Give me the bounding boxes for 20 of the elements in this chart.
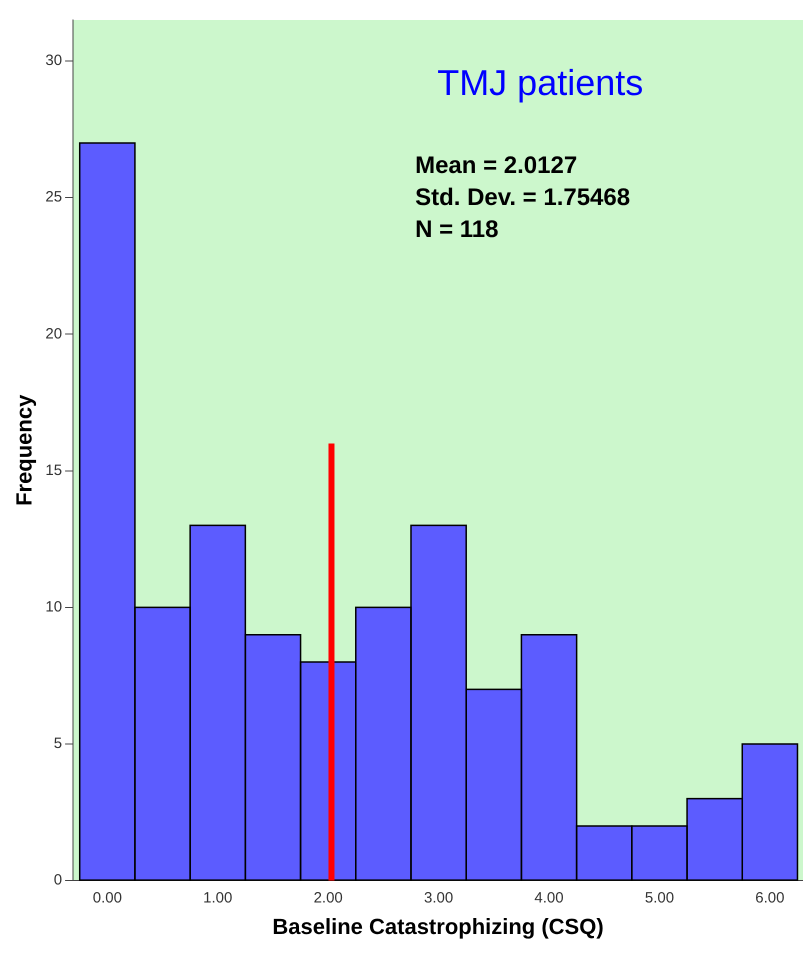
y-axis-title: Frequency [11, 394, 36, 506]
x-tick-label: 3.00 [424, 890, 454, 907]
text: TMJ patients [437, 62, 644, 103]
x-tick-label: 2.00 [314, 890, 343, 907]
y-tick-label: 0 [54, 872, 62, 889]
x-tick-label: 5.00 [644, 890, 674, 907]
y-tick-label: 15 [45, 462, 62, 479]
y-tick-label: 5 [54, 735, 62, 752]
y-tick-label: 30 [45, 52, 62, 70]
annotation: Mean = 2.0127 [415, 152, 578, 179]
annotation: Std. Dev. = 1.75468 [415, 184, 630, 211]
x-tick-label: 4.00 [534, 890, 564, 907]
y-tick-label: 20 [45, 325, 62, 342]
x-tick-label: 1.00 [203, 890, 232, 907]
y-tick-label: 25 [45, 188, 62, 206]
annotation: N = 118 [415, 216, 498, 243]
x-tick-label: 6.00 [755, 890, 784, 907]
y-tick-label: 10 [45, 598, 62, 616]
x-axis-title: Baseline Catastrophizing (CSQ) [272, 914, 604, 939]
x-tick-label: 0.00 [92, 890, 122, 907]
